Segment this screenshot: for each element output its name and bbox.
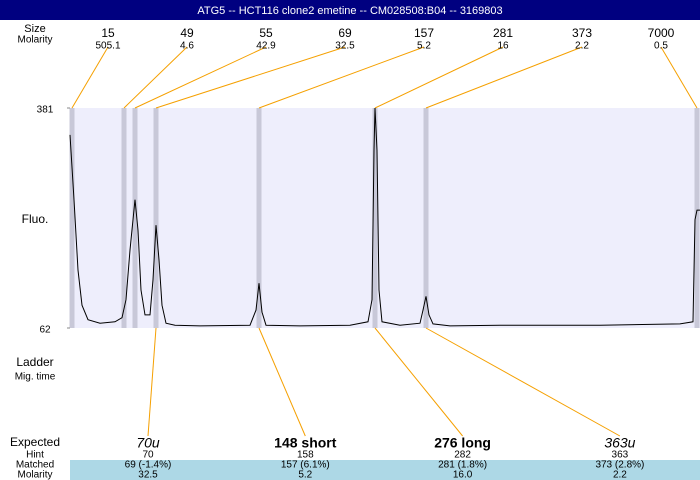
connector — [123, 46, 188, 109]
connector — [258, 46, 425, 109]
ladder-molarity: 5.2 — [417, 41, 431, 52]
hint: 70 — [142, 450, 154, 461]
ladder-marker — [423, 108, 429, 328]
hint: 158 — [297, 450, 314, 461]
expected-label: 70u — [136, 435, 160, 451]
hint: 363 — [612, 450, 629, 461]
ladder-molarity: 505.1 — [95, 41, 120, 52]
plot-area — [70, 108, 700, 328]
y-tick-label: 381 — [37, 105, 54, 116]
row-label: Size — [24, 23, 45, 35]
ladder-molarity: 32.5 — [335, 41, 355, 52]
ladder-molarity: 16 — [497, 41, 509, 52]
ladder-size: 281 — [493, 26, 513, 40]
ladder-marker — [69, 108, 75, 328]
ladder-marker — [694, 108, 700, 328]
connector — [155, 46, 346, 109]
ladder-molarity: 4.6 — [180, 41, 194, 52]
row-label: Molarity — [17, 35, 52, 46]
ladder-molarity: 0.5 — [654, 41, 668, 52]
ladder-marker — [153, 108, 159, 328]
matched-band — [70, 460, 700, 480]
ladder-size: 157 — [414, 26, 434, 40]
expected-label: 363u — [604, 435, 635, 451]
connector — [425, 46, 583, 109]
row-label: Hint — [26, 450, 44, 461]
ladder-size: 7000 — [648, 26, 675, 40]
connector — [134, 46, 267, 109]
connector — [147, 327, 157, 437]
matched: 373 (2.8%) — [595, 460, 644, 471]
trace — [69, 107, 700, 327]
y-tick-label: 62 — [39, 325, 51, 336]
expected-label: 148 short — [274, 435, 337, 451]
ladder-size: 49 — [180, 26, 194, 40]
connector — [258, 327, 306, 437]
connector — [71, 46, 109, 109]
ladder-size: 373 — [572, 26, 592, 40]
ladder-size: 15 — [101, 26, 115, 40]
matched: 157 (6.1%) — [281, 460, 330, 471]
title-bar — [0, 0, 700, 20]
ladder-size: 69 — [338, 26, 352, 40]
matched: 281 (1.8%) — [438, 460, 487, 471]
row-label: Expected — [10, 435, 60, 449]
hint: 282 — [454, 450, 471, 461]
row-label: Fluo. — [22, 212, 49, 226]
connector — [374, 46, 504, 109]
row-label: Matched — [16, 460, 54, 471]
ladder-marker — [121, 108, 127, 328]
molarity: 32.5 — [138, 470, 158, 480]
connector — [660, 46, 698, 109]
connector — [374, 327, 463, 437]
molarity: 5.2 — [298, 470, 312, 480]
row-label: Molarity — [17, 470, 52, 480]
ladder-marker — [132, 108, 138, 328]
ladder-size: 55 — [259, 26, 273, 40]
ladder-marker — [372, 108, 378, 328]
connector — [425, 327, 621, 437]
ladder-molarity: 42.9 — [256, 41, 276, 52]
ladder-marker — [256, 108, 262, 328]
expected-label: 276 long — [434, 435, 491, 451]
row-label: Ladder — [16, 355, 53, 369]
title: ATG5 -- HCT116 clone2 emetine -- CM02850… — [197, 5, 502, 17]
matched: 69 (-1.4%) — [125, 460, 172, 471]
molarity: 2.2 — [613, 470, 627, 480]
ladder-molarity: 2.2 — [575, 41, 589, 52]
row-label: Mig. time — [15, 372, 56, 383]
molarity: 16.0 — [453, 470, 473, 480]
